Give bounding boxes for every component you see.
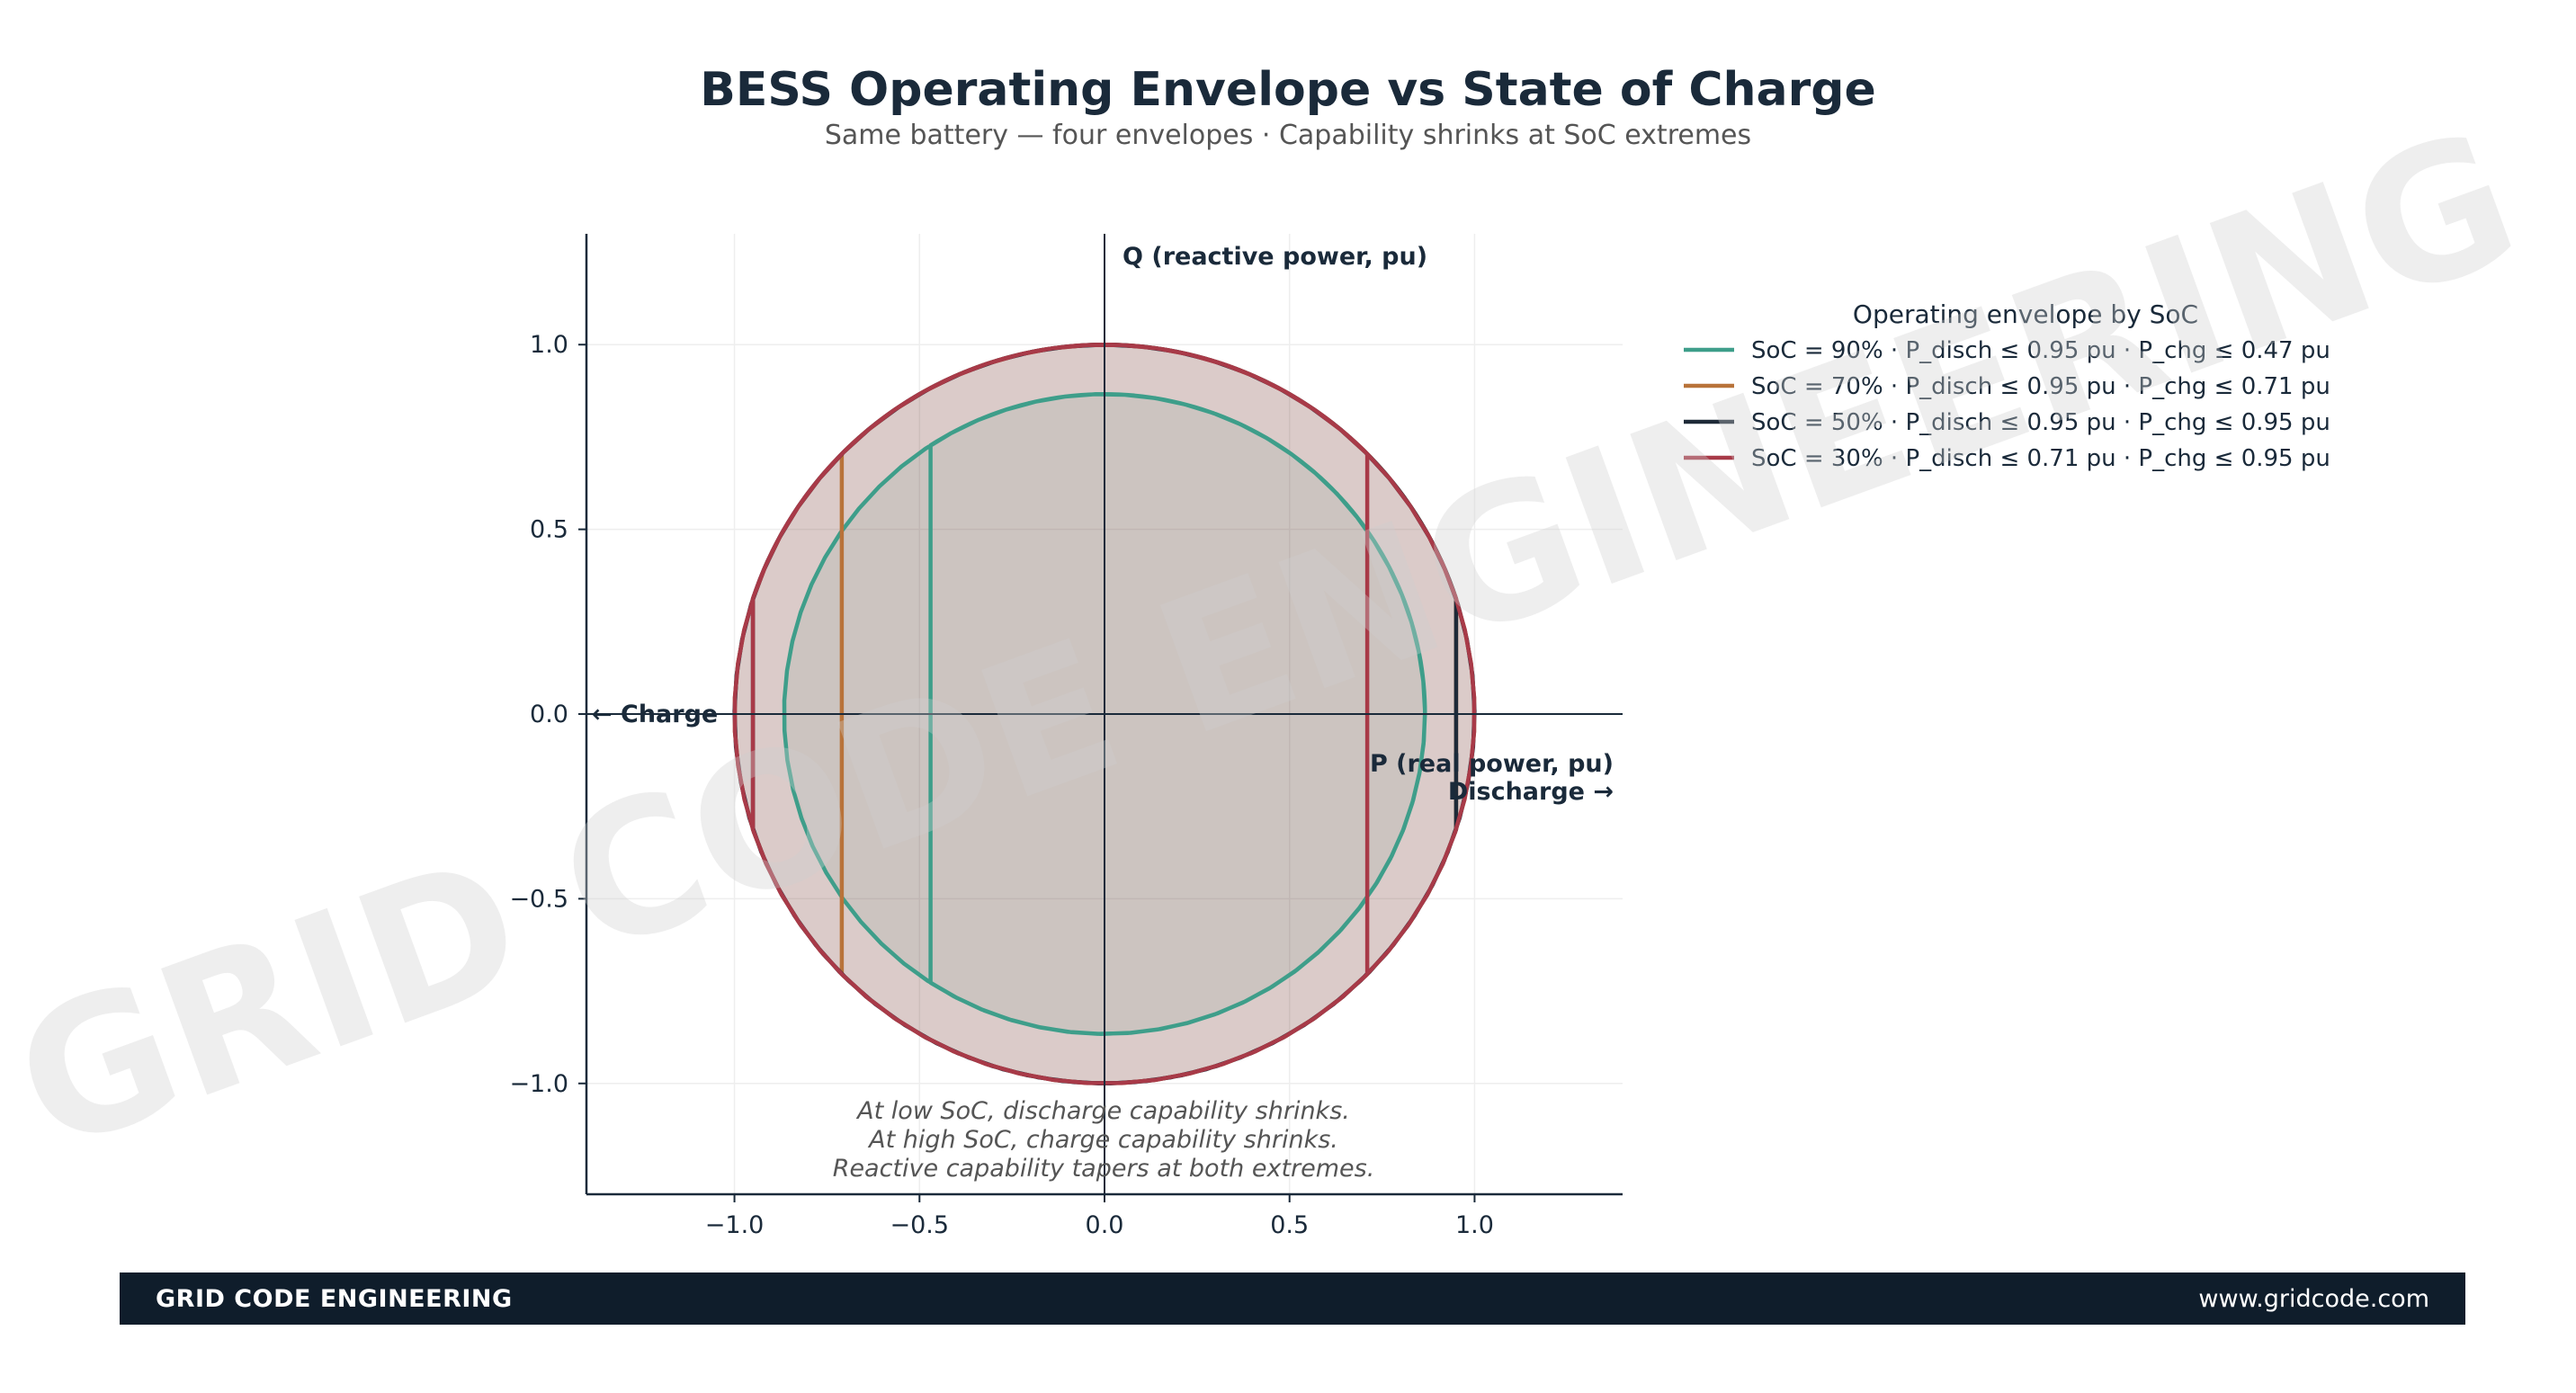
y-axis-label: Q (reactive power, pu): [1123, 243, 1427, 271]
x-tick-label: −1.0: [705, 1211, 765, 1239]
legend-label-soc-90: SoC = 90% · P_disch ≤ 0.95 pu · P_chg ≤ …: [1751, 337, 2330, 364]
legend-label-soc-50: SoC = 50% · P_disch ≤ 0.95 pu · P_chg ≤ …: [1751, 409, 2330, 436]
annotation-note: At low SoC, discharge capability shrinks…: [833, 1097, 1375, 1183]
annotation-line: At high SoC, charge capability shrinks.: [867, 1126, 1338, 1154]
x-tick-label: 0.5: [1270, 1211, 1309, 1239]
envelope-line-soc-30: [732, 342, 1477, 1085]
legend-label-soc-30: SoC = 30% · P_disch ≤ 0.71 pu · P_chg ≤ …: [1751, 445, 2330, 472]
legend-label-soc-70: SoC = 70% · P_disch ≤ 0.95 pu · P_chg ≤ …: [1751, 373, 2330, 400]
envelope-series: [732, 342, 1477, 1085]
discharge-label: Discharge →: [1448, 778, 1614, 806]
footer-url[interactable]: www.gridcode.com: [2198, 1285, 2429, 1313]
chart-title: BESS Operating Envelope vs State of Char…: [700, 63, 1876, 117]
y-tick-label: −1.0: [509, 1070, 568, 1098]
tick-labels: −1.0 −0.5 0.0 0.5 1.0 1.0 0.5 0.0 −0.5 −1.0: [509, 331, 1493, 1239]
annotation-line: Reactive capability tapers at both extre…: [833, 1155, 1375, 1183]
annotation-line: At low SoC, discharge capability shrinks…: [855, 1097, 1350, 1125]
footer-bar: GRID CODE ENGINEERING www.gridcode.com: [120, 1272, 2465, 1325]
chart-subtitle: Same battery — four envelopes · Capabili…: [825, 120, 1751, 151]
charge-label: ← Charge: [592, 701, 718, 728]
legend-title: Operating envelope by SoC: [1853, 299, 2198, 329]
x-axis-label: P (real power, pu): [1370, 750, 1614, 778]
legend: Operating envelope by SoC SoC = 90% · P_…: [1684, 299, 2330, 472]
y-tick-label: 0.0: [530, 701, 568, 728]
y-tick-label: 1.0: [530, 331, 568, 359]
x-tick-label: 0.0: [1086, 1211, 1124, 1239]
x-tick-label: −0.5: [890, 1211, 950, 1239]
y-tick-label: −0.5: [509, 885, 568, 913]
x-tick-label: 1.0: [1455, 1211, 1494, 1239]
footer-brand: GRID CODE ENGINEERING: [156, 1285, 513, 1313]
y-tick-label: 0.5: [530, 516, 568, 544]
